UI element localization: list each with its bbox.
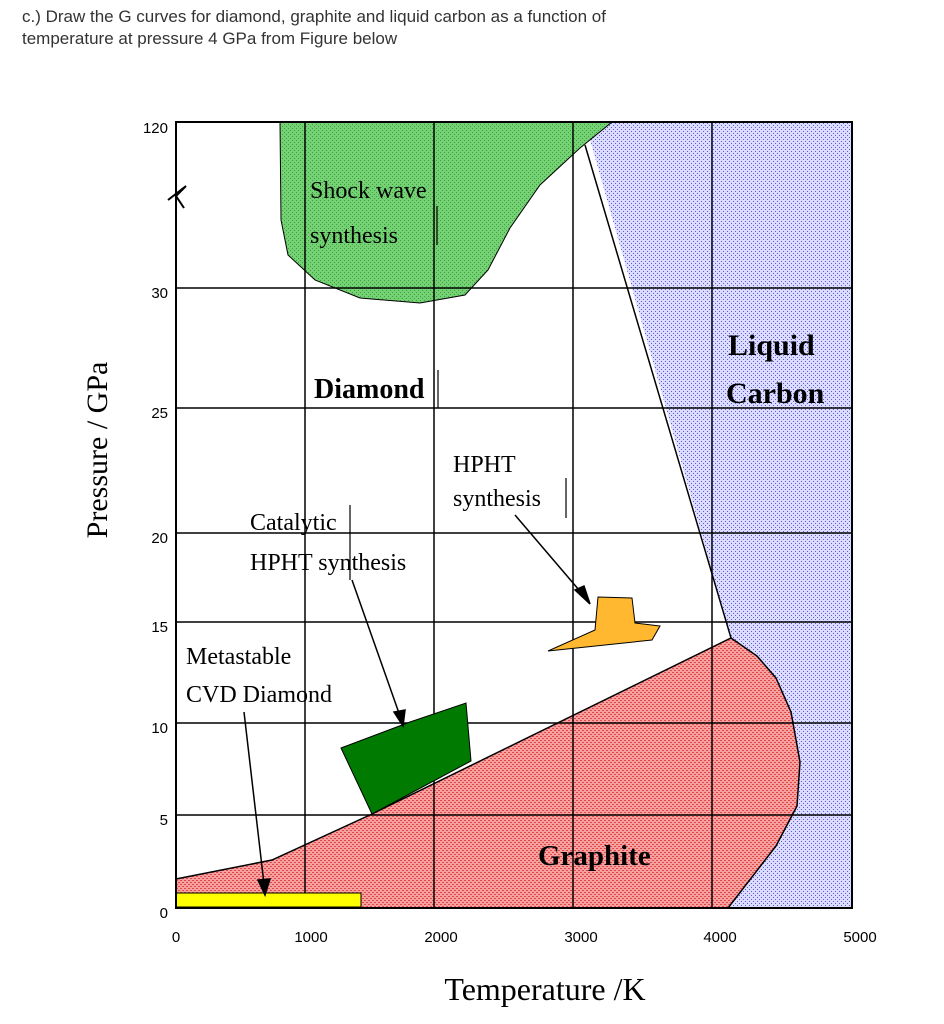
y-tick-0: 0 <box>160 905 168 922</box>
gridlines <box>176 122 852 908</box>
question-line-2: temperature at pressure 4 GPa from Figur… <box>22 29 398 48</box>
hpht-arrow-head-icon <box>573 584 591 605</box>
cvd-label-line1: Metastable <box>186 644 291 670</box>
cvd-arrow <box>243 711 265 885</box>
catalytic-label-line1: Catalytic <box>250 510 337 536</box>
question-text: c.) Draw the G curves for diamond, graph… <box>22 6 922 50</box>
y-tick-5: 5 <box>160 812 168 829</box>
x-tick-1000: 1000 <box>294 929 327 946</box>
y-axis-label: Pressure / GPa <box>81 362 114 539</box>
liquid-label-line2: Carbon <box>726 377 825 410</box>
x-tick-4000: 4000 <box>703 929 736 946</box>
y-tick-30: 30 <box>151 285 168 302</box>
diamond-liquid-boundary <box>584 144 732 639</box>
axis-break-icon <box>167 185 187 209</box>
y-tick-25: 25 <box>151 405 168 422</box>
x-tick-0: 0 <box>172 929 180 946</box>
label-leaders <box>349 206 567 580</box>
y-tick-15: 15 <box>151 619 168 636</box>
plot-frame <box>175 121 853 909</box>
x-tick-2000: 2000 <box>424 929 457 946</box>
y-tick-20: 20 <box>151 530 168 547</box>
catalytic-arrow-head-icon <box>392 709 406 729</box>
hpht-arrow <box>514 514 586 598</box>
catalytic-arrow <box>351 579 401 717</box>
liquid-label-line1: Liquid <box>728 329 815 362</box>
shock-wave-region <box>279 121 614 304</box>
x-tick-3000: 3000 <box>564 929 597 946</box>
liquid-carbon-region <box>585 122 852 908</box>
shock-label-line2: synthesis <box>310 223 398 249</box>
y-tick-10: 10 <box>151 720 168 737</box>
graphite-label: Graphite <box>538 840 651 872</box>
x-axis-label: Temperature /K <box>444 971 645 1007</box>
cvd-label-line2: CVD Diamond <box>186 682 332 708</box>
shock-label-line1: Shock wave <box>310 178 427 204</box>
y-tick-120: 120 <box>143 120 168 137</box>
hpht-label-line2: synthesis <box>453 486 541 512</box>
metastable-cvd-region <box>175 892 362 908</box>
hpht-label-line1: HPHT <box>453 452 516 478</box>
hpht-synthesis-region <box>547 596 661 652</box>
annotation-arrows <box>243 514 591 898</box>
diamond-label: Diamond <box>314 374 425 405</box>
x-tick-5000: 5000 <box>843 929 876 946</box>
catalytic-label-line2: HPHT synthesis <box>250 550 406 576</box>
catalytic-hpht-region <box>340 702 472 815</box>
question-line-1: c.) Draw the G curves for diamond, graph… <box>22 7 606 26</box>
cvd-arrow-head-icon <box>256 878 272 898</box>
